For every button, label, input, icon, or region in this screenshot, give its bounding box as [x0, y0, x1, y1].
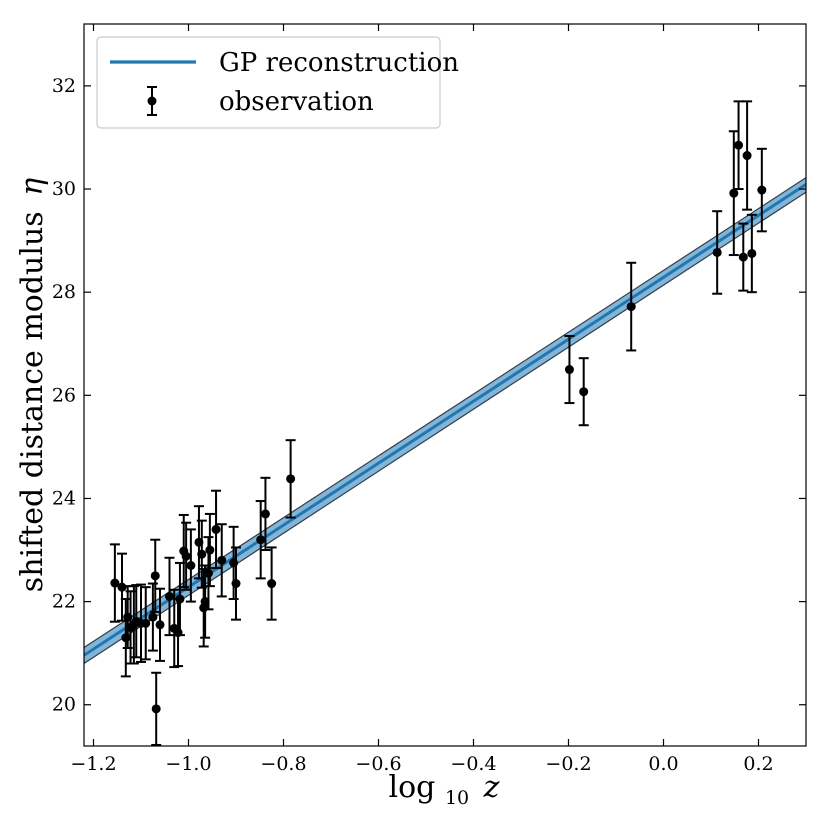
x-tick-label: 0.2 — [743, 753, 773, 775]
observation-marker — [260, 509, 270, 519]
observation-point — [733, 100, 744, 191]
observation-point — [211, 489, 222, 570]
observation-point — [756, 147, 767, 233]
observation-marker — [286, 474, 296, 484]
y-tick-label: 26 — [52, 384, 76, 406]
observation-point — [285, 439, 296, 519]
observation-point — [728, 130, 739, 257]
observation-marker — [757, 185, 767, 195]
observation-point — [266, 546, 277, 621]
y-tick-label: 20 — [52, 694, 76, 716]
observation-marker — [738, 252, 748, 262]
observation-marker — [211, 524, 221, 534]
observation-marker — [151, 704, 161, 714]
legend-marker — [147, 96, 157, 106]
observation-point — [260, 476, 271, 552]
observation-marker — [165, 591, 174, 601]
x-tick-label: −0.6 — [355, 753, 401, 775]
x-axis-title-subscript: 10 — [445, 787, 469, 809]
plot-frame — [83, 23, 807, 747]
observation-point — [147, 582, 158, 652]
observation-marker — [579, 387, 589, 397]
x-tick-label: −0.2 — [545, 753, 591, 775]
observation-point — [738, 222, 749, 292]
observation-point — [151, 671, 162, 746]
x-tick-label: −0.8 — [260, 753, 306, 775]
x-tick-label: −1.2 — [70, 753, 116, 775]
axis-ticks: −1.2 −1.0 −0.8 −0.6 −0.4 −0.2 0.0 0.2 20 22 24 26 28… — [52, 24, 806, 775]
observation-point — [204, 512, 215, 588]
observation-marker — [256, 535, 266, 545]
observation-marker — [626, 302, 636, 312]
legend: GP reconstruction observation — [96, 36, 459, 129]
observation-marker — [205, 545, 215, 555]
y-tick-label: 22 — [52, 591, 76, 613]
x-axis-title: log 10 z — [389, 770, 500, 812]
y-axis-title-symbol: η — [15, 178, 50, 196]
observation-point — [155, 587, 165, 662]
x-tick-label: −1.0 — [165, 753, 211, 775]
observation-marker — [712, 247, 722, 257]
observation-point — [140, 586, 151, 661]
observation-marker — [150, 571, 160, 581]
observation-marker — [200, 597, 210, 607]
observation-marker — [734, 140, 744, 150]
observation-point — [164, 556, 175, 637]
x-axis-title-base: log — [389, 770, 436, 805]
observation-point — [200, 564, 211, 639]
observation-point — [578, 357, 589, 427]
observation-marker — [203, 568, 213, 578]
legend-label-gp: GP reconstruction — [219, 48, 459, 78]
legend-frame — [96, 36, 441, 129]
observation-marker — [564, 365, 574, 375]
observation-marker — [148, 612, 158, 622]
observation-point — [746, 213, 757, 294]
observation-point — [150, 538, 161, 613]
y-tick-label: 32 — [52, 75, 76, 97]
observation-point — [109, 543, 120, 623]
observation-point — [196, 519, 207, 589]
observation-point — [117, 552, 127, 622]
observation-marker — [197, 549, 207, 559]
observation-marker — [121, 633, 131, 643]
observation-point — [712, 210, 723, 295]
observation-marker — [175, 594, 185, 604]
observation-point — [255, 500, 266, 580]
observation-point — [564, 335, 575, 405]
observation-point — [185, 528, 196, 603]
observation-point — [742, 100, 753, 211]
x-tick-label: −0.4 — [450, 753, 496, 775]
observation-marker — [729, 188, 739, 198]
observations-layer — [109, 100, 767, 746]
y-axis-title: shifted distance modulus η — [15, 178, 50, 592]
y-tick-label: 24 — [52, 487, 76, 509]
observation-marker — [747, 248, 757, 258]
observation-point — [626, 261, 637, 352]
legend-label-observation: observation — [219, 87, 374, 117]
observation-marker — [110, 578, 120, 588]
x-tick-label: 0.0 — [648, 753, 678, 775]
observation-marker — [117, 582, 127, 592]
observation-point — [231, 546, 241, 621]
y-tick-label: 30 — [52, 178, 76, 200]
observation-marker — [231, 579, 241, 589]
y-axis-title-text: shifted distance modulus — [15, 211, 50, 592]
y-tick-label: 28 — [52, 281, 76, 303]
observation-marker — [155, 620, 165, 630]
observation-marker — [217, 555, 227, 565]
observation-marker — [267, 579, 277, 589]
observation-marker — [181, 551, 191, 561]
observation-marker — [186, 561, 196, 570]
observation-point — [216, 523, 227, 598]
observation-point — [181, 521, 192, 591]
observation-marker — [742, 151, 752, 161]
x-axis-title-variable: z — [483, 770, 500, 805]
observation-marker — [141, 618, 151, 628]
